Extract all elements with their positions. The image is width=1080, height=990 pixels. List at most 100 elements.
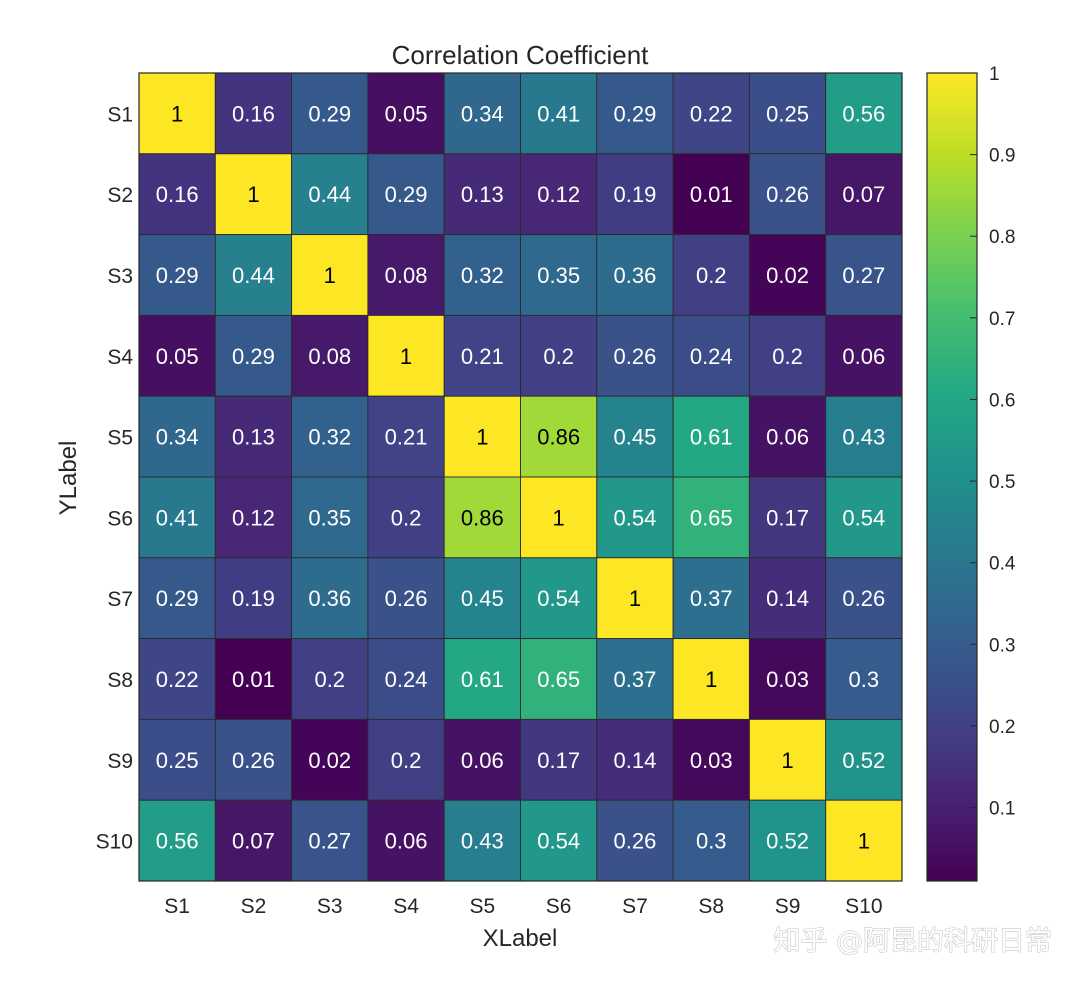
cell-value-label: 0.29	[614, 101, 657, 126]
cell-value-label: 0.3	[849, 667, 880, 692]
cell-value-label: 0.26	[614, 829, 657, 854]
colorbar	[926, 72, 978, 882]
cell-value-label: 0.06	[385, 829, 428, 854]
heatmap-cell	[443, 153, 521, 236]
colorbar-tick-label: 0.1	[989, 799, 1015, 820]
cell-value-label: 0.05	[385, 101, 428, 126]
cell-value-label: 0.02	[766, 263, 809, 288]
heatmap-cell	[672, 799, 750, 882]
cell-value-label: 0.41	[537, 101, 580, 126]
x-tick-label: S8	[698, 895, 724, 918]
heatmap-cell	[672, 395, 750, 478]
heatmap-cell	[520, 476, 598, 559]
cell-value-label: 0.07	[232, 829, 275, 854]
y-axis-label: YLabel	[55, 441, 82, 516]
cell-value-label: 0.2	[772, 344, 803, 369]
cell-value-label: 1	[629, 586, 641, 611]
cell-value-label: 0.54	[614, 505, 657, 530]
cell-value-label: 0.56	[156, 829, 199, 854]
cell-value-label: 0.08	[308, 344, 351, 369]
heatmap-cell	[520, 314, 598, 397]
heatmap-cell	[138, 234, 216, 316]
heatmap-cell	[214, 395, 293, 478]
cell-value-label: 0.2	[696, 263, 727, 288]
colorbar-tick-label: 0.4	[989, 554, 1016, 575]
cell-value-label: 0.3	[696, 829, 727, 854]
heatmap-cell	[291, 153, 369, 236]
cell-value-label: 0.37	[614, 667, 657, 692]
y-tick-label: S4	[107, 346, 133, 369]
cell-value-label: 1	[247, 182, 259, 207]
colorbar-tick-label: 0.8	[989, 227, 1015, 248]
cell-value-label: 0.21	[461, 344, 504, 369]
cell-value-label: 0.24	[385, 667, 428, 692]
y-tick-label: S5	[107, 427, 133, 450]
cell-value-label: 0.17	[766, 505, 809, 530]
heatmap-cell	[596, 799, 674, 882]
cell-value-label: 0.21	[385, 425, 428, 450]
heatmap-cell	[291, 234, 369, 316]
cell-value-label: 0.26	[385, 586, 428, 611]
colorbar-tick-label: 1	[989, 64, 1000, 85]
heatmap-cell	[748, 718, 827, 801]
cell-value-label: 0.35	[308, 505, 351, 530]
heatmap-cell	[825, 395, 903, 478]
cell-value-label: 0.61	[461, 667, 504, 692]
cell-value-label: 0.45	[461, 586, 504, 611]
heatmap-cell	[291, 476, 369, 559]
heatmap-cell	[443, 72, 521, 155]
y-tick-label: S7	[107, 588, 133, 611]
cell-value-label: 0.06	[842, 344, 885, 369]
heatmap-cell	[672, 72, 750, 155]
heatmap-cell	[748, 234, 827, 316]
cell-value-label: 0.32	[461, 263, 504, 288]
y-tick-label: S3	[107, 265, 133, 288]
y-tick-label: S9	[107, 750, 133, 773]
cell-value-label: 0.06	[766, 425, 809, 450]
y-tick-label: S8	[107, 669, 133, 692]
cell-value-label: 0.08	[385, 263, 428, 288]
cell-value-label: 1	[705, 667, 717, 692]
heatmap-cell	[825, 153, 903, 236]
cell-value-label: 0.43	[842, 425, 885, 450]
heatmap-cell	[214, 638, 293, 720]
heatmap-cell	[520, 557, 598, 640]
colorbar-tick-label: 0.6	[989, 390, 1015, 411]
cell-value-label: 0.32	[308, 425, 351, 450]
heatmap-cell	[672, 153, 750, 236]
heatmap-cell	[291, 395, 369, 478]
heatmap-cell	[443, 314, 521, 397]
heatmap-cell	[748, 314, 827, 397]
cell-value-label: 0.13	[232, 425, 275, 450]
cell-value-label: 0.65	[690, 505, 733, 530]
cell-value-label: 0.44	[308, 182, 351, 207]
cell-value-label: 0.01	[232, 667, 275, 692]
cell-value-label: 1	[400, 344, 412, 369]
cell-value-label: 0.86	[537, 425, 580, 450]
cell-value-label: 0.52	[766, 829, 809, 854]
x-axis-label: XLabel	[483, 925, 558, 952]
cell-value-label: 0.41	[156, 505, 199, 530]
cell-value-label: 0.01	[690, 182, 733, 207]
heatmap-cell	[367, 557, 445, 640]
cell-value-label: 0.17	[537, 748, 580, 773]
cell-value-label: 0.12	[232, 505, 275, 530]
y-tick-labels: S1 S2 S3 S4 S5 S6 S7 S8 S9 S10	[96, 103, 134, 853]
cell-value-label: 0.26	[766, 182, 809, 207]
cell-value-label: 0.2	[543, 344, 574, 369]
cell-value-label: 0.06	[461, 748, 504, 773]
x-tick-label: S5	[470, 895, 496, 918]
heatmap-cell	[672, 557, 750, 640]
cell-value-label: 0.25	[156, 748, 199, 773]
heatmap-cell	[748, 153, 827, 236]
cell-value-label: 0.03	[766, 667, 809, 692]
cell-value-label: 0.35	[537, 263, 580, 288]
cell-value-label: 0.03	[690, 748, 733, 773]
x-tick-label: S9	[775, 895, 801, 918]
heatmap-cell	[138, 72, 216, 155]
cell-value-label: 0.19	[614, 182, 657, 207]
cell-value-label: 1	[476, 425, 488, 450]
heatmap-cell	[596, 314, 674, 397]
heatmap-cell	[748, 557, 827, 640]
colorbar-tick-label: 0.2	[989, 717, 1015, 738]
